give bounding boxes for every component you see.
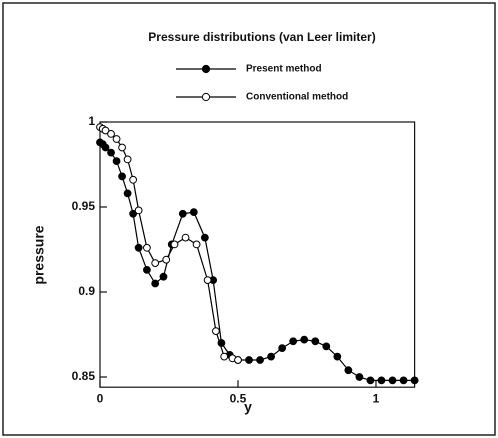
y-tick-label: 0.9 (78, 284, 95, 298)
data-point (143, 243, 151, 252)
chart-title: Pressure distributions (van Leer limiter… (148, 30, 375, 44)
y-axis-label: pressure (31, 225, 47, 284)
y-tick-label: 0.95 (72, 199, 96, 213)
data-point (170, 240, 179, 249)
data-point (322, 342, 331, 351)
legend-marker (201, 92, 211, 102)
data-point (192, 240, 201, 249)
data-point (333, 352, 342, 361)
data-point (112, 135, 121, 143)
data-point (134, 206, 143, 215)
data-point (344, 366, 353, 375)
data-point (159, 272, 168, 281)
data-point (143, 266, 151, 274)
data-point (355, 373, 364, 381)
data-point (178, 209, 187, 218)
data-point (366, 376, 375, 385)
data-point (311, 337, 320, 346)
data-point (101, 143, 110, 152)
data-point (129, 209, 138, 218)
data-point (134, 243, 143, 252)
data-point (123, 189, 132, 198)
data-point (377, 376, 386, 385)
legend-label: Conventional method (246, 92, 348, 103)
data-point (107, 130, 115, 138)
legend-label: Present method (246, 64, 322, 75)
data-point (410, 376, 419, 385)
y-tick-label: 0.85 (72, 369, 96, 383)
plot-frame (99, 121, 416, 388)
data-point (101, 126, 110, 135)
data-point (203, 276, 212, 285)
legend-marker (201, 64, 211, 74)
data-point (289, 337, 298, 346)
y-tick-label: 1 (88, 114, 95, 128)
data-point (212, 327, 220, 336)
x-axis-label: y (244, 399, 252, 415)
x-tick-label: 0.5 (230, 391, 247, 405)
data-point (162, 255, 171, 264)
data-point (267, 352, 275, 361)
data-point (118, 143, 126, 152)
data-point (278, 344, 287, 353)
data-point (200, 233, 209, 242)
data-point (129, 175, 138, 184)
data-point (399, 376, 408, 385)
data-point (189, 208, 198, 217)
data-point (112, 157, 121, 166)
data-point (118, 172, 126, 181)
x-tick-label: 1 (373, 391, 380, 405)
x-tick-label: 0 (97, 391, 104, 405)
data-point (151, 279, 160, 288)
data-point (107, 148, 115, 157)
data-point (220, 352, 229, 361)
data-point (300, 335, 309, 344)
data-point (151, 259, 160, 268)
data-point (123, 155, 132, 164)
data-point (256, 356, 264, 364)
data-point (388, 376, 397, 385)
data-point (181, 233, 190, 242)
data-point (234, 356, 242, 364)
data-point (245, 356, 253, 364)
